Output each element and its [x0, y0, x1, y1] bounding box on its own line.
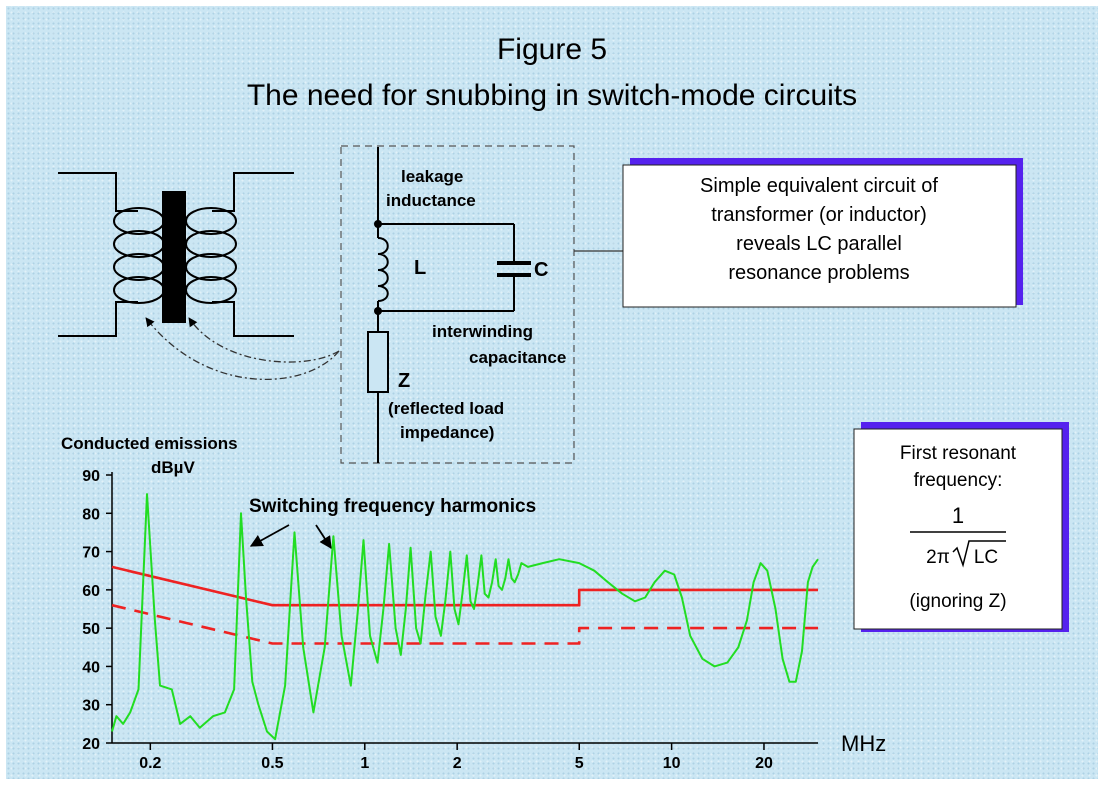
- x-tick-label: 20: [755, 755, 773, 772]
- y-tick-label: 60: [82, 583, 100, 600]
- y-tick-label: 20: [82, 736, 100, 753]
- leakage-label: leakage: [401, 167, 463, 186]
- load-desc-label: (reflected load: [388, 399, 504, 418]
- load-label: Z: [398, 370, 410, 392]
- y-tick-label: 70: [82, 545, 100, 562]
- equivalent-circuit-box: [340, 145, 575, 464]
- equivalent-circuit: [377, 147, 515, 463]
- chart-ylabel: Conducted emissions: [61, 434, 238, 453]
- interwinding-label: interwinding: [432, 322, 533, 341]
- resonance-note: (ignoring Z): [909, 591, 1006, 612]
- load-impedance-Z: [367, 331, 389, 393]
- emissions-trace: [111, 493, 819, 741]
- junction-dot: [374, 220, 382, 228]
- resonance-text: frequency:: [914, 470, 1003, 491]
- callout-text: transformer (or inductor): [711, 204, 927, 226]
- equivalent-circuit-callout: Simple equivalent circuit of transformer…: [622, 158, 1023, 308]
- limit-line-dashed: [111, 603, 818, 645]
- capacitor-label: C: [534, 259, 548, 281]
- x-tick-label: 1: [360, 755, 369, 772]
- formula-denominator-prefix: 2π: [926, 547, 950, 568]
- figure-svg: Figure 5 The need for snubbing in switch…: [58, 33, 1069, 772]
- resonance-text: First resonant: [900, 443, 1017, 464]
- chart-xlabel: MHz: [841, 731, 886, 756]
- figure-panel: Figure 5 The need for snubbing in switch…: [6, 6, 1098, 779]
- leakage-label: inductance: [386, 191, 476, 210]
- junction-dot: [374, 307, 382, 315]
- x-tick-label: 0.2: [139, 755, 161, 772]
- figure-number: Figure 5: [497, 33, 607, 66]
- inductor-label: L: [414, 257, 426, 279]
- callout-text: resonance problems: [728, 262, 909, 284]
- y-tick-label: 40: [82, 659, 100, 676]
- resonance-callout: First resonant frequency: 1 2π LC (ignor…: [853, 422, 1069, 632]
- formula-radicand: LC: [974, 547, 998, 568]
- figure-title: The need for snubbing in switch-mode cir…: [247, 79, 857, 112]
- x-tick-label: 0.5: [261, 755, 283, 772]
- y-tick-label: 90: [82, 468, 100, 485]
- callout-text: reveals LC parallel: [736, 233, 902, 255]
- sqrt-sign: [952, 540, 1006, 568]
- annotation-arrows: [249, 524, 332, 550]
- y-tick-label: 80: [82, 506, 100, 523]
- emissions-chart: Conducted emissions dBµV MHz Switching f…: [61, 434, 886, 772]
- interwinding-label: capacitance: [469, 348, 566, 367]
- y-tick-label: 30: [82, 698, 100, 715]
- load-desc-label: impedance): [400, 423, 494, 442]
- formula-numerator: 1: [952, 503, 964, 528]
- chart-ylabel: dBµV: [151, 458, 195, 477]
- x-tick-label: 5: [575, 755, 584, 772]
- limit-line-solid: [111, 565, 818, 607]
- x-tick-label: 2: [453, 755, 462, 772]
- inductor-L: [377, 237, 389, 302]
- capacitor-C: [497, 261, 531, 277]
- chart-annotation: Switching frequency harmonics: [249, 496, 536, 517]
- transformer-core: [162, 191, 186, 323]
- pointer-arrows: [145, 317, 340, 381]
- callout-text: Simple equivalent circuit of: [700, 175, 938, 197]
- y-tick-label: 50: [82, 621, 100, 638]
- x-tick-label: 10: [663, 755, 681, 772]
